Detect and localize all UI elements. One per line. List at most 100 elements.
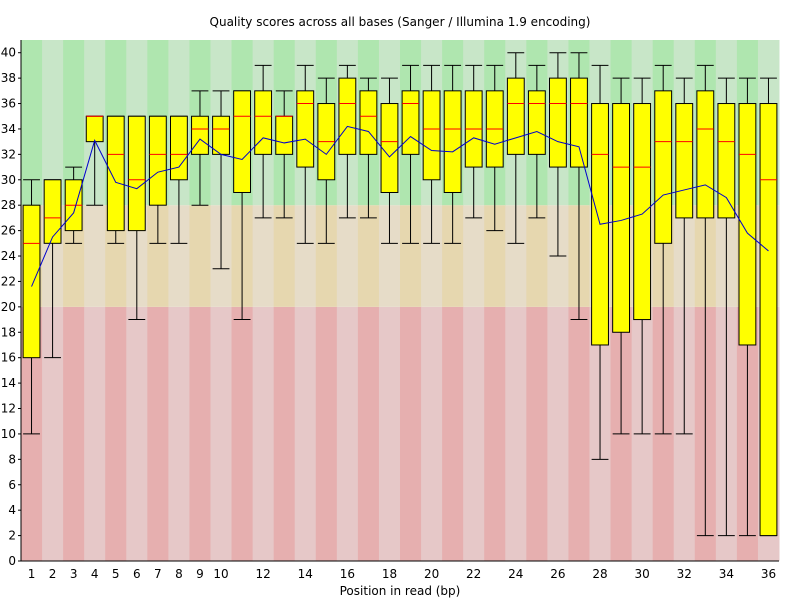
x-tick-label: 18 xyxy=(382,567,397,581)
y-tick-label: 26 xyxy=(1,224,16,238)
background-band-cell xyxy=(400,205,422,307)
x-tick-label: 28 xyxy=(592,567,607,581)
box xyxy=(380,103,399,193)
background-band-cell xyxy=(505,306,527,561)
box xyxy=(233,90,252,193)
background-band-cell xyxy=(21,40,43,206)
background-band-cell xyxy=(42,306,64,561)
box xyxy=(85,115,104,143)
background-band-cell xyxy=(147,306,169,561)
y-tick-label: 38 xyxy=(1,71,16,85)
background-band-cell xyxy=(231,306,254,561)
x-axis-label: Position in read (bp) xyxy=(339,584,461,598)
background-band-cell xyxy=(526,205,548,307)
background-band-cell xyxy=(294,205,317,307)
box xyxy=(148,115,167,206)
y-tick-label: 10 xyxy=(1,427,16,441)
background-band-cell xyxy=(294,306,317,561)
background-band-cell xyxy=(105,306,127,561)
y-tick-label: 24 xyxy=(1,249,16,263)
box xyxy=(169,115,188,181)
box xyxy=(759,103,778,537)
x-tick-label: 7 xyxy=(154,567,162,581)
y-tick-label: 4 xyxy=(8,503,16,517)
background-band-cell xyxy=(568,306,590,561)
background-band-cell xyxy=(442,205,464,307)
background-band-cell xyxy=(84,306,106,561)
background-band-cell xyxy=(189,205,211,307)
y-tick-label: 28 xyxy=(1,198,16,212)
x-tick-label: 30 xyxy=(634,567,649,581)
background-band-cell xyxy=(400,306,422,561)
background-band-cell xyxy=(547,306,569,561)
background-band-cell xyxy=(442,306,464,561)
background-band-cell xyxy=(357,306,380,561)
background-band-cell xyxy=(357,205,380,307)
box xyxy=(717,103,736,219)
background-band-cell xyxy=(315,306,338,561)
x-tick-label: 32 xyxy=(677,567,692,581)
x-tick-label: 12 xyxy=(255,567,270,581)
box xyxy=(338,77,357,155)
y-tick-label: 32 xyxy=(1,147,16,161)
box xyxy=(401,90,420,155)
box xyxy=(296,90,315,168)
box xyxy=(43,179,62,244)
y-tick-label: 30 xyxy=(1,173,16,187)
background-band-cell xyxy=(378,205,401,307)
x-tick-label: 14 xyxy=(298,567,313,581)
box xyxy=(633,103,652,321)
x-tick-label: 4 xyxy=(91,567,99,581)
y-tick-label: 8 xyxy=(8,452,16,466)
box xyxy=(443,90,462,193)
background-band-cell xyxy=(252,205,275,307)
box xyxy=(675,103,694,219)
background-band-cell xyxy=(421,205,443,307)
background-band-cell xyxy=(42,40,64,206)
background-band-cell xyxy=(168,306,190,561)
box xyxy=(22,204,41,359)
x-tick-label: 8 xyxy=(175,567,183,581)
background-band-cell xyxy=(378,306,401,561)
background-band-cell xyxy=(189,306,211,561)
background-band-cell xyxy=(463,205,485,307)
box xyxy=(275,115,294,155)
x-tick-label: 10 xyxy=(213,567,228,581)
box xyxy=(191,115,209,155)
background-band-cell xyxy=(84,205,106,307)
box xyxy=(106,115,125,232)
x-tick-label: 9 xyxy=(196,567,204,581)
y-tick-label: 16 xyxy=(1,351,16,365)
background-band-cell xyxy=(168,205,190,307)
x-tick-label: 20 xyxy=(424,567,439,581)
background-band-cell xyxy=(126,306,148,561)
x-tick-label: 3 xyxy=(70,567,78,581)
x-tick-label: 34 xyxy=(719,567,734,581)
x-tick-label: 24 xyxy=(508,567,523,581)
box xyxy=(127,115,146,232)
x-tick-label: 1 xyxy=(28,567,36,581)
y-tick-label: 18 xyxy=(1,325,16,339)
background-band-cell xyxy=(63,306,85,561)
mean-line xyxy=(31,125,769,287)
background-band-cell xyxy=(273,306,296,561)
background-band-cell xyxy=(484,306,506,561)
x-tick-label: 22 xyxy=(466,567,481,581)
background-band-cell xyxy=(210,306,233,561)
box xyxy=(422,90,441,181)
background-band-cell xyxy=(421,306,443,561)
y-tick-label: 12 xyxy=(1,402,16,416)
background-band-cell xyxy=(526,306,548,561)
box xyxy=(212,115,230,155)
background-band-cell xyxy=(463,306,485,561)
y-tick-label: 2 xyxy=(8,529,16,543)
background-band-cell xyxy=(63,40,85,206)
x-tick-label: 5 xyxy=(112,567,120,581)
y-tick-label: 34 xyxy=(1,122,16,136)
y-tick-label: 0 xyxy=(8,554,16,568)
background-band-cell xyxy=(252,306,275,561)
box xyxy=(738,103,757,346)
box xyxy=(527,90,546,155)
box xyxy=(696,90,715,219)
